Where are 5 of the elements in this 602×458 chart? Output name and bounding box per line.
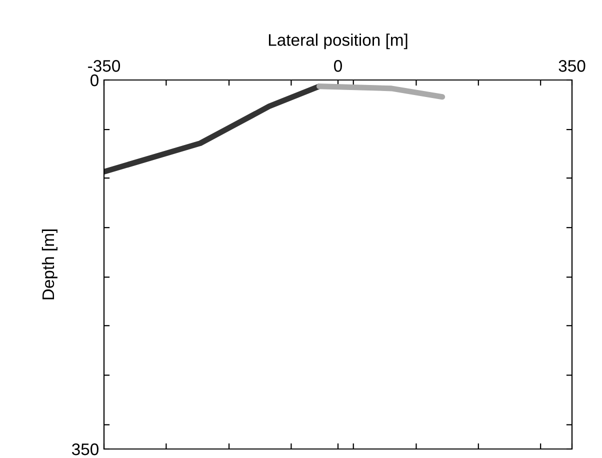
y-axis-title: Depth [m] [42,230,58,300]
x-axis-title: Lateral position [m] [268,34,408,50]
x-tick-label: -350 [88,60,120,72]
x-tick-label: 0 [334,60,342,72]
x-tick-label: 350 [558,60,586,72]
